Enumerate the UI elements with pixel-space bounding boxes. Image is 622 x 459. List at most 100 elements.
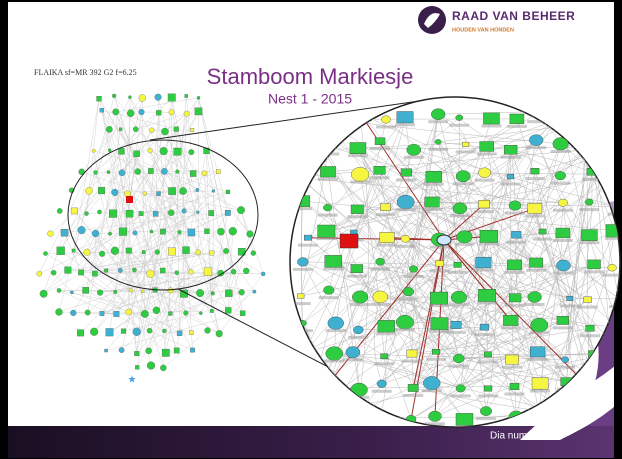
node bbox=[188, 269, 194, 275]
node bbox=[349, 142, 367, 154]
node bbox=[345, 346, 361, 359]
node bbox=[84, 211, 89, 216]
node bbox=[196, 210, 200, 214]
node bbox=[400, 168, 412, 177]
node bbox=[203, 267, 213, 276]
node bbox=[112, 108, 120, 116]
edge bbox=[43, 213, 142, 294]
edge bbox=[73, 250, 107, 271]
edge bbox=[73, 98, 100, 251]
node-label bbox=[291, 207, 312, 211]
node-label bbox=[455, 150, 476, 154]
node bbox=[204, 327, 211, 334]
edge bbox=[434, 264, 595, 417]
node bbox=[126, 109, 135, 117]
edge bbox=[303, 208, 461, 354]
edge bbox=[128, 250, 201, 314]
node-label bbox=[370, 147, 391, 151]
node bbox=[252, 289, 257, 294]
edge bbox=[483, 203, 620, 353]
node bbox=[566, 296, 574, 301]
edge bbox=[101, 272, 221, 314]
node bbox=[400, 234, 411, 243]
node-label bbox=[428, 120, 449, 124]
edge bbox=[384, 356, 412, 420]
node-label bbox=[532, 237, 553, 241]
edge bbox=[130, 290, 146, 315]
node bbox=[483, 112, 500, 125]
node bbox=[261, 271, 266, 277]
node bbox=[108, 209, 118, 218]
node bbox=[71, 207, 78, 215]
node bbox=[211, 189, 216, 193]
node-label bbox=[395, 244, 416, 248]
edge bbox=[58, 290, 193, 351]
node-label bbox=[478, 242, 499, 246]
edge bbox=[385, 207, 459, 359]
edge bbox=[120, 112, 142, 271]
edge bbox=[227, 231, 233, 311]
node bbox=[82, 286, 90, 294]
edge bbox=[136, 251, 158, 354]
edge bbox=[300, 209, 358, 297]
node bbox=[99, 311, 105, 316]
node-label bbox=[297, 243, 318, 247]
node bbox=[125, 209, 134, 218]
edge bbox=[114, 192, 221, 274]
edge bbox=[128, 97, 131, 312]
node-label bbox=[604, 236, 620, 240]
node-label bbox=[454, 242, 475, 246]
edge bbox=[488, 236, 540, 326]
node bbox=[381, 115, 391, 124]
node-label bbox=[375, 125, 396, 129]
node bbox=[60, 229, 69, 237]
node bbox=[140, 289, 145, 293]
edge bbox=[488, 236, 567, 382]
edge bbox=[483, 262, 563, 321]
node bbox=[508, 293, 522, 303]
node-label bbox=[375, 213, 396, 217]
edge bbox=[157, 97, 184, 192]
edge bbox=[386, 237, 414, 388]
node bbox=[430, 317, 449, 330]
edge bbox=[510, 149, 593, 173]
edge bbox=[353, 232, 487, 412]
node-label bbox=[504, 270, 525, 274]
node bbox=[554, 171, 566, 181]
node bbox=[142, 191, 147, 196]
node bbox=[396, 194, 415, 210]
node-label bbox=[524, 303, 545, 307]
edge bbox=[105, 313, 243, 351]
node bbox=[456, 230, 473, 244]
edge bbox=[150, 170, 227, 252]
node-label bbox=[376, 332, 397, 336]
edge bbox=[58, 290, 157, 311]
node bbox=[585, 198, 594, 206]
node-label bbox=[374, 362, 395, 366]
node bbox=[152, 306, 161, 315]
node bbox=[216, 169, 221, 174]
node bbox=[480, 406, 492, 416]
node-label bbox=[403, 155, 424, 159]
node bbox=[204, 228, 210, 234]
edge bbox=[71, 191, 229, 293]
logo-subtitle: HOUDEN VAN HONDEN bbox=[452, 27, 514, 33]
node bbox=[168, 247, 176, 256]
edge bbox=[384, 201, 433, 357]
node bbox=[145, 347, 152, 355]
node bbox=[83, 248, 91, 256]
edge bbox=[198, 97, 234, 272]
node bbox=[113, 311, 120, 317]
node bbox=[85, 187, 93, 195]
node bbox=[479, 141, 495, 152]
node bbox=[508, 200, 522, 211]
node bbox=[77, 329, 84, 337]
edge bbox=[121, 151, 177, 351]
edge bbox=[148, 173, 194, 351]
edge bbox=[413, 149, 620, 300]
node bbox=[92, 270, 98, 277]
edge bbox=[562, 202, 596, 356]
node bbox=[160, 228, 166, 235]
edge bbox=[534, 202, 564, 298]
edge bbox=[157, 97, 172, 253]
